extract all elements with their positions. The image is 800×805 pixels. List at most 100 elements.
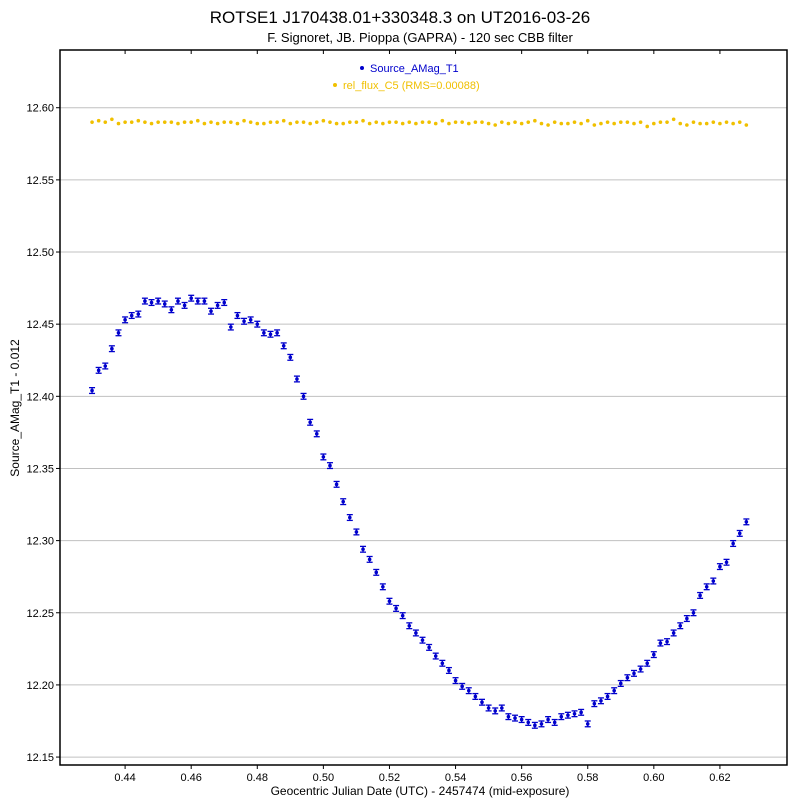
source-point-marker — [658, 641, 663, 645]
source-point-marker — [275, 331, 279, 335]
source-point — [492, 707, 499, 715]
source-point-marker — [737, 531, 742, 536]
source-point-marker — [149, 300, 154, 305]
x-tick-label: 0.62 — [709, 772, 730, 784]
source-point — [419, 636, 426, 644]
rel-flux-point — [229, 120, 233, 124]
source-point — [280, 342, 287, 350]
rel-flux-point — [632, 121, 636, 126]
source-point-marker — [229, 325, 233, 329]
source-point — [426, 643, 433, 651]
x-tick-label: 0.56 — [511, 772, 532, 784]
rel-flux-point — [440, 118, 445, 123]
source-point-marker — [460, 684, 464, 689]
source-point — [241, 317, 248, 325]
source-point-marker — [480, 700, 484, 705]
legend-label-source: Source_AMag_T1 — [370, 63, 459, 75]
source-point — [452, 677, 459, 685]
source-point-marker — [301, 394, 306, 399]
source-point — [128, 311, 135, 320]
source-point-marker — [566, 713, 570, 718]
source-point-marker — [671, 631, 676, 635]
rel-flux-point — [235, 121, 240, 126]
source-point-marker — [539, 722, 544, 726]
source-point-marker — [519, 717, 524, 722]
source-point — [108, 345, 115, 353]
source-point — [360, 545, 367, 553]
source-point — [545, 716, 552, 724]
source-point-marker — [685, 616, 689, 621]
source-point-marker — [585, 722, 590, 726]
y-tick-label: 12.40 — [26, 391, 54, 403]
rel-flux-point — [671, 117, 676, 122]
source-point — [584, 720, 591, 728]
rel-flux-point — [387, 120, 392, 124]
source-point — [531, 721, 538, 729]
source-point-marker — [632, 671, 636, 676]
source-point — [260, 329, 267, 337]
source-point — [287, 353, 294, 361]
source-point-marker — [433, 654, 438, 658]
source-point-marker — [96, 368, 101, 373]
rel-flux-point — [599, 121, 603, 126]
rel-flux-point — [546, 123, 550, 127]
rel-flux-point — [162, 120, 167, 124]
source-point-marker — [328, 463, 332, 468]
rel-flux-point — [215, 121, 220, 126]
rel-flux-point — [433, 121, 438, 126]
y-tick-label: 12.35 — [26, 463, 54, 475]
source-point-marker — [724, 560, 729, 565]
y-tick-label: 12.50 — [26, 247, 54, 259]
source-point-marker — [314, 432, 319, 436]
source-point-marker — [334, 482, 339, 487]
rel-flux-point — [400, 121, 405, 126]
rel-flux-point — [652, 121, 656, 126]
rel-flux-point — [328, 120, 332, 124]
rel-flux-point — [242, 118, 246, 123]
source-point — [399, 612, 406, 620]
rel-flux-point — [493, 123, 498, 127]
source-point-marker — [348, 515, 352, 520]
rel-flux-point — [526, 120, 531, 124]
source-point — [148, 298, 155, 307]
source-point — [730, 539, 737, 548]
rel-flux-point — [334, 121, 339, 126]
source-point — [564, 711, 571, 719]
rel-flux-point — [711, 120, 716, 124]
source-point-marker — [599, 698, 603, 703]
rel-flux-point — [447, 121, 451, 126]
source-point — [135, 310, 142, 318]
rel-flux-point — [718, 121, 722, 126]
source-point-marker — [718, 564, 722, 569]
y-tick-label: 12.60 — [26, 103, 54, 115]
source-point — [518, 716, 525, 724]
source-point-marker — [235, 313, 240, 318]
rel-flux-point — [691, 120, 696, 124]
source-point — [597, 697, 604, 705]
source-point-marker — [116, 331, 121, 335]
source-point-marker — [513, 716, 517, 720]
source-point-marker — [103, 364, 108, 368]
rel-flux-point — [361, 118, 365, 123]
y-tick-label: 12.25 — [26, 608, 54, 620]
source-point-marker — [367, 557, 372, 562]
rel-flux-point — [321, 118, 326, 123]
rel-flux-point — [466, 121, 471, 126]
source-point — [637, 665, 644, 673]
rel-flux-point — [136, 118, 141, 123]
rel-flux-point — [103, 120, 108, 124]
source-point-marker — [129, 313, 134, 318]
source-point-marker — [506, 714, 511, 719]
rel-flux-point — [268, 120, 273, 124]
rel-flux-point — [222, 120, 227, 124]
source-point-marker — [691, 610, 696, 615]
rel-flux-point — [704, 121, 709, 126]
source-point — [578, 708, 585, 716]
source-point-marker — [493, 709, 498, 713]
source-point — [683, 615, 690, 623]
source-point — [439, 659, 446, 667]
rel-flux-point — [453, 120, 458, 124]
source-point-marker — [195, 299, 200, 303]
rel-flux-point — [480, 120, 484, 124]
source-point-marker — [361, 547, 365, 552]
